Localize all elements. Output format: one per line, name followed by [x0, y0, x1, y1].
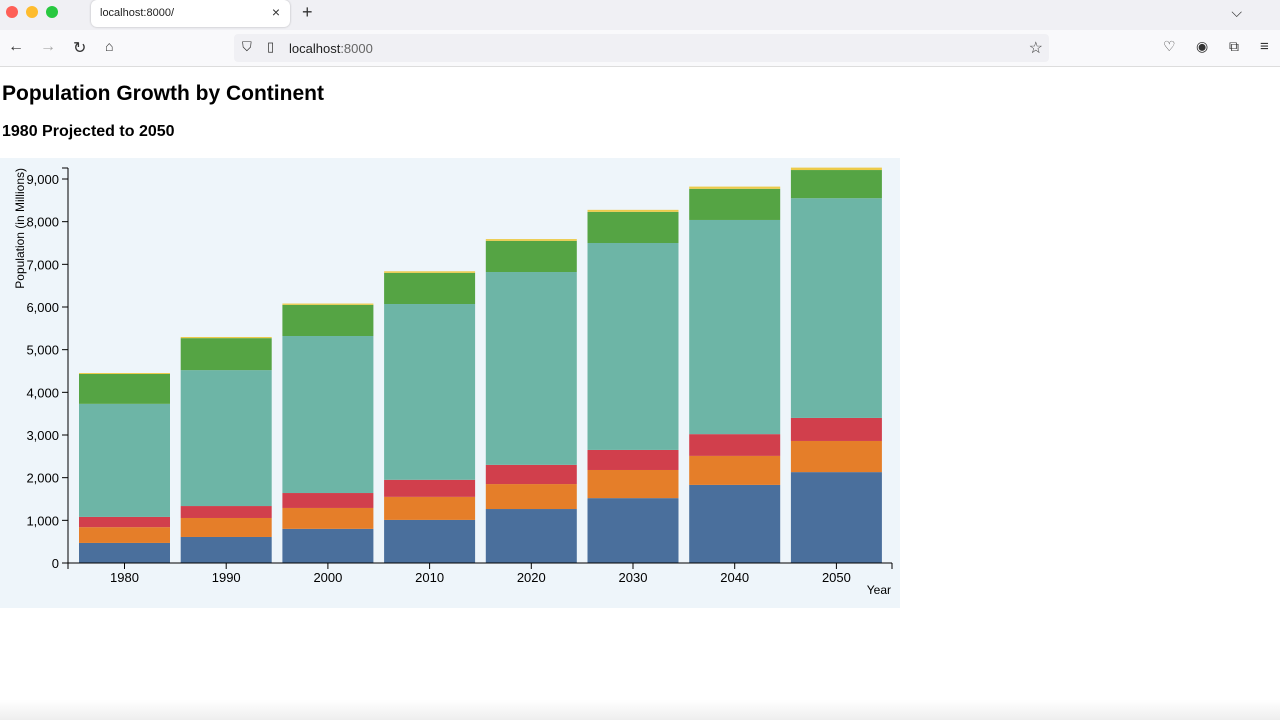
minimize-window-button[interactable]	[26, 6, 38, 18]
bar-segment	[587, 209, 679, 212]
bar-segment	[485, 464, 577, 485]
bar-segment	[790, 417, 882, 441]
reload-icon[interactable]: ↻	[73, 40, 87, 57]
bar-segment	[180, 517, 272, 537]
bar-segment	[790, 472, 882, 563]
y-tick-label: 8,000	[26, 215, 59, 230]
bar-segment	[79, 403, 170, 517]
y-tick-label: 2,000	[26, 471, 59, 486]
y-tick-label: 0	[52, 556, 59, 571]
bar-segment	[282, 303, 374, 305]
bar-segment	[689, 186, 781, 189]
x-tick-label: 2030	[619, 570, 648, 585]
bar-segment	[384, 496, 476, 520]
bar-segment	[587, 211, 679, 243]
back-icon[interactable]: ←	[8, 38, 24, 55]
bar-segment	[790, 198, 882, 418]
stacked-bar-chart: 1980 1990 2000 2010 2020 2030 2040 2050 0 1,000 2,…	[0, 158, 900, 608]
x-tick-label: 2050	[822, 570, 851, 585]
bar-segment	[79, 542, 170, 563]
bar-segment	[79, 373, 170, 404]
bar-segment	[180, 336, 272, 339]
bar-segment	[485, 509, 577, 563]
x-axis-label: Year	[867, 583, 891, 597]
bar-segment	[282, 493, 374, 508]
page-subtitle: 1980 Projected to 2050	[2, 123, 175, 140]
tab-bar: localhost:8000/ × + ⌵	[0, 0, 1280, 30]
pocket-icon[interactable]: ♡	[1163, 38, 1176, 54]
tab-title: localhost:8000/	[100, 7, 174, 19]
x-tick-label: 2020	[517, 570, 546, 585]
new-tab-icon[interactable]: +	[302, 2, 313, 22]
x-tick-label: 2000	[313, 570, 342, 585]
bar-segment	[282, 507, 374, 529]
bar-segment	[384, 271, 476, 273]
bar-segment	[384, 479, 476, 497]
bar-segment	[689, 434, 781, 456]
y-tick-label: 9,000	[26, 172, 59, 187]
bar-segment	[587, 243, 679, 450]
bar-segment	[180, 536, 272, 563]
bar-segment	[587, 469, 679, 499]
browser-tab[interactable]: localhost:8000/ ×	[91, 0, 290, 27]
chevron-down-icon[interactable]: ⌵	[1231, 4, 1242, 20]
bar-segment	[79, 527, 170, 543]
page-title: Population Growth by Continent	[2, 82, 324, 105]
bar-segment	[485, 239, 577, 241]
bar-segment	[790, 440, 882, 473]
extensions-icon[interactable]: ⧉	[1229, 38, 1239, 54]
bar-segment	[79, 373, 170, 374]
bar-segment	[790, 170, 882, 199]
bar-segment	[282, 336, 374, 494]
bar-segment	[689, 484, 781, 563]
bar-segment	[485, 272, 577, 465]
bar-segment	[384, 519, 476, 563]
bar-segment	[384, 272, 476, 305]
close-tab-icon[interactable]: ×	[271, 4, 280, 20]
bar-segment	[689, 455, 781, 485]
bar-segment	[587, 498, 679, 563]
y-tick-label: 4,000	[26, 385, 59, 400]
bar-segment	[790, 167, 882, 171]
y-tick-label: 3,000	[26, 428, 59, 443]
x-tick-label: 2040	[720, 570, 749, 585]
bar-segment	[384, 304, 476, 480]
bar-segment	[587, 449, 679, 470]
maximize-window-button[interactable]	[46, 6, 58, 18]
url-bar[interactable]: ⛉ ▯ localhost:8000 ☆	[234, 34, 1049, 62]
bar-segment	[689, 219, 781, 435]
bar-segment	[485, 240, 577, 273]
y-tick-label: 1,000	[26, 513, 59, 528]
page-icon: ▯	[267, 39, 275, 54]
menu-icon[interactable]: ≡	[1260, 38, 1269, 55]
bar-segment	[689, 188, 781, 220]
x-tick-label: 1980	[110, 570, 139, 585]
y-tick-label: 7,000	[26, 257, 59, 272]
y-tick-label: 5,000	[26, 343, 59, 358]
account-icon[interactable]: ◉	[1196, 38, 1209, 54]
nav-bar: ← → ↻ ⌂ ⛉ ▯ localhost:8000 ☆ ♡ ◉ ⧉ ≡	[0, 30, 1280, 67]
x-tick-label: 2010	[415, 570, 444, 585]
page-bottom	[0, 700, 1280, 720]
x-tick-label: 1990	[212, 570, 241, 585]
url-host: localhost	[289, 41, 341, 56]
close-window-button[interactable]	[6, 6, 18, 18]
bar-segment	[180, 506, 272, 518]
forward-icon[interactable]: →	[40, 38, 56, 55]
bar-segment	[282, 304, 374, 337]
shield-icon[interactable]: ⛉	[242, 39, 252, 54]
bar-segment	[485, 484, 577, 510]
url-port: :8000	[340, 41, 373, 56]
bookmark-star-icon[interactable]: ☆	[1028, 40, 1043, 57]
bar-segment	[180, 370, 272, 507]
y-tick-label: 6,000	[26, 300, 59, 315]
bar-segment	[282, 528, 374, 563]
home-icon[interactable]: ⌂	[105, 38, 114, 54]
bar-segment	[180, 338, 272, 371]
bar-segment	[79, 516, 170, 528]
y-axis-label: Population (in Millions)	[13, 168, 27, 289]
